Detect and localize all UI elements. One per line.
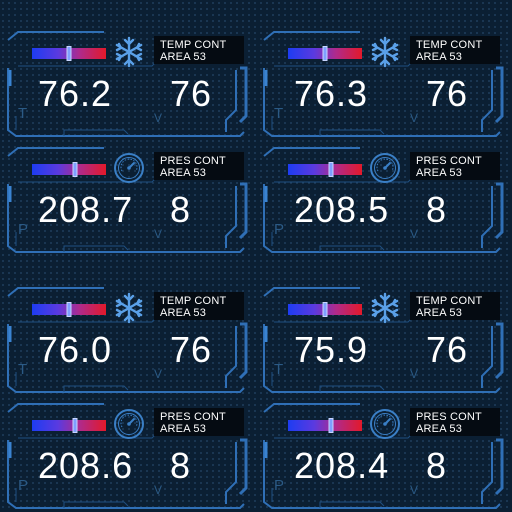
level-bar[interactable] <box>288 46 362 61</box>
measure-symbol: P <box>18 477 29 494</box>
setpoint-value: 76 <box>170 73 213 114</box>
valve-symbol: V <box>154 483 163 497</box>
gauge-icon <box>114 153 144 183</box>
level-knob[interactable] <box>328 162 334 177</box>
gauge-icon <box>370 409 400 439</box>
panel-label: PRES CONT AREA 53 <box>154 408 244 436</box>
level-bar[interactable] <box>32 418 106 433</box>
current-value: 208.5 <box>294 189 390 230</box>
setpoint-value: 8 <box>170 445 192 486</box>
measure-symbol: T <box>274 105 284 122</box>
level-bar[interactable] <box>32 46 106 61</box>
current-value: 76.0 <box>38 329 113 370</box>
current-value: 76.3 <box>294 73 369 114</box>
measure-symbol: T <box>274 361 284 378</box>
level-bar[interactable] <box>288 302 362 317</box>
setpoint-value: 76 <box>170 329 213 370</box>
panel-frame <box>263 147 504 253</box>
level-knob[interactable] <box>66 46 72 61</box>
label-line-2: AREA 53 <box>416 51 463 63</box>
snowflake-icon <box>115 36 143 68</box>
level-knob[interactable] <box>72 162 78 177</box>
current-value: 208.4 <box>294 445 390 486</box>
label-line-2: AREA 53 <box>160 51 207 63</box>
valve-symbol: V <box>154 111 163 125</box>
setpoint-value: 8 <box>426 445 448 486</box>
measure-symbol: P <box>274 477 285 494</box>
level-bar[interactable] <box>288 418 362 433</box>
label-line-1: PRES CONT <box>416 411 482 423</box>
valve-symbol: V <box>410 367 419 381</box>
measure-symbol: P <box>18 221 29 238</box>
level-bar[interactable] <box>32 162 106 177</box>
panel-label: PRES CONT AREA 53 <box>410 152 500 180</box>
measure-symbol: P <box>274 221 285 238</box>
panel-frame <box>263 31 504 137</box>
label-line-1: PRES CONT <box>160 155 226 167</box>
label-line-1: TEMP CONT <box>160 39 227 51</box>
control-panel-1-2: PRES CONT AREA 53 208.6 8 P V <box>4 402 248 510</box>
setpoint-value: 76 <box>426 73 469 114</box>
control-panel-0-2: PRES CONT AREA 53 208.7 8 P V <box>4 146 248 254</box>
panel-label: TEMP CONT AREA 53 <box>410 36 500 64</box>
current-value: 208.7 <box>38 189 134 230</box>
current-value: 208.6 <box>38 445 134 486</box>
label-line-2: AREA 53 <box>160 423 207 435</box>
panel-label: TEMP CONT AREA 53 <box>154 292 244 320</box>
level-knob[interactable] <box>72 418 78 433</box>
label-line-1: TEMP CONT <box>416 295 483 307</box>
setpoint-value: 8 <box>426 189 448 230</box>
control-panel-1-1: TEMP CONT AREA 53 75.9 76 T V <box>260 286 504 394</box>
valve-symbol: V <box>410 227 419 241</box>
control-panel-0-1: TEMP CONT AREA 53 76.3 76 T V <box>260 30 504 138</box>
level-knob[interactable] <box>322 302 328 317</box>
control-panel-1-3: PRES CONT AREA 53 208.4 8 P V <box>260 402 504 510</box>
measure-symbol: T <box>18 361 28 378</box>
label-line-1: TEMP CONT <box>160 295 227 307</box>
current-value: 75.9 <box>294 329 369 370</box>
snowflake-icon <box>371 36 399 68</box>
panel-frame <box>7 287 248 393</box>
setpoint-value: 8 <box>170 189 192 230</box>
panel-label: PRES CONT AREA 53 <box>154 152 244 180</box>
control-panel-0-0: TEMP CONT AREA 53 76.2 76 T V <box>4 30 248 138</box>
valve-symbol: V <box>154 227 163 241</box>
level-bar[interactable] <box>288 162 362 177</box>
control-panel-0-3: PRES CONT AREA 53 208.5 8 P V <box>260 146 504 254</box>
level-bar[interactable] <box>32 302 106 317</box>
label-line-2: AREA 53 <box>416 423 463 435</box>
level-knob[interactable] <box>328 418 334 433</box>
valve-symbol: V <box>410 483 419 497</box>
valve-symbol: V <box>154 367 163 381</box>
label-line-1: TEMP CONT <box>416 39 483 51</box>
level-knob[interactable] <box>322 46 328 61</box>
panel-frame <box>7 31 248 137</box>
panel-label: TEMP CONT AREA 53 <box>410 292 500 320</box>
setpoint-value: 76 <box>426 329 469 370</box>
snowflake-icon <box>115 292 143 324</box>
label-line-1: PRES CONT <box>160 411 226 423</box>
valve-symbol: V <box>410 111 419 125</box>
label-line-2: AREA 53 <box>160 167 207 179</box>
label-line-2: AREA 53 <box>160 307 207 319</box>
label-line-2: AREA 53 <box>416 307 463 319</box>
label-line-2: AREA 53 <box>416 167 463 179</box>
panel-label: TEMP CONT AREA 53 <box>154 36 244 64</box>
snowflake-icon <box>371 292 399 324</box>
current-value: 76.2 <box>38 73 113 114</box>
label-line-1: PRES CONT <box>416 155 482 167</box>
panel-label: PRES CONT AREA 53 <box>410 408 500 436</box>
gauge-icon <box>370 153 400 183</box>
level-knob[interactable] <box>66 302 72 317</box>
measure-symbol: T <box>18 105 28 122</box>
control-panel-1-0: TEMP CONT AREA 53 76.0 76 T V <box>4 286 248 394</box>
gauge-icon <box>114 409 144 439</box>
